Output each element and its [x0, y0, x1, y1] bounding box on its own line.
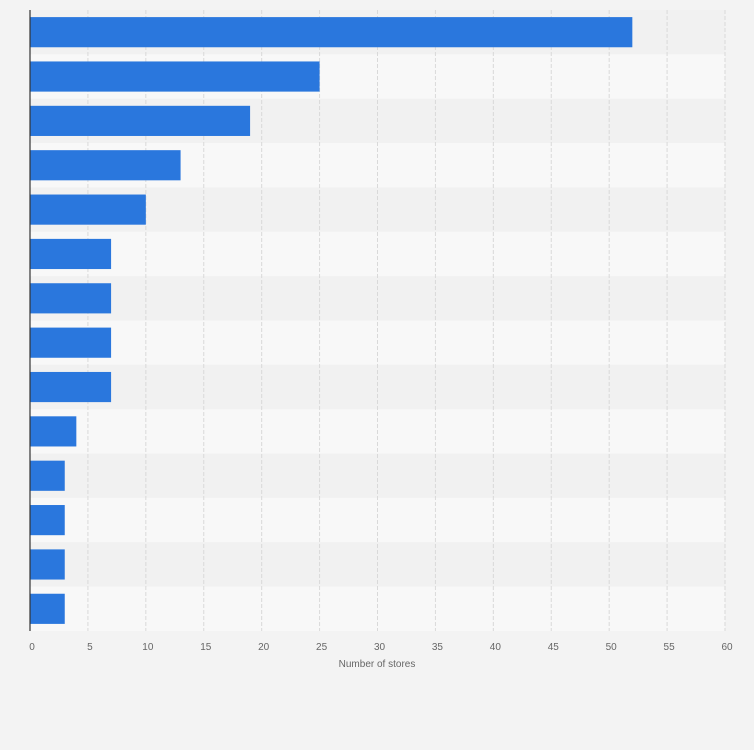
- bar: [30, 61, 320, 92]
- x-tick-label: 20: [258, 642, 270, 653]
- bar: [30, 327, 112, 358]
- x-tick-label: 10: [142, 642, 154, 653]
- bar: [30, 416, 77, 447]
- grid-lines: [87, 10, 726, 631]
- bar: [30, 150, 181, 181]
- x-tick-label: 35: [432, 642, 444, 653]
- x-tick-label: 5: [87, 642, 93, 653]
- x-tick-label: 50: [606, 642, 618, 653]
- bar: [30, 593, 65, 624]
- bar: [30, 371, 112, 403]
- x-tick-label: 0: [29, 642, 35, 653]
- bar: [30, 105, 251, 136]
- bar: [30, 505, 65, 536]
- x-tick-label: 30: [374, 642, 386, 653]
- x-tick-label: 40: [490, 642, 502, 653]
- x-tick-label: 55: [664, 642, 676, 653]
- bar: [30, 238, 112, 270]
- bar: [30, 549, 65, 580]
- x-tick-label: 15: [200, 642, 212, 653]
- x-tick-label: 25: [316, 642, 328, 653]
- bar: [30, 194, 146, 225]
- x-axis-title: Number of stores: [339, 659, 416, 670]
- x-tick-label: 60: [721, 642, 733, 653]
- bar: [30, 283, 112, 314]
- x-tick-label: 45: [548, 642, 560, 653]
- bar: [30, 17, 633, 48]
- bar: [30, 460, 65, 491]
- bars: [30, 17, 633, 624]
- x-tick-labels: 0 5 10 15 20 25 30 35 40 45 50 55 60: [29, 642, 733, 653]
